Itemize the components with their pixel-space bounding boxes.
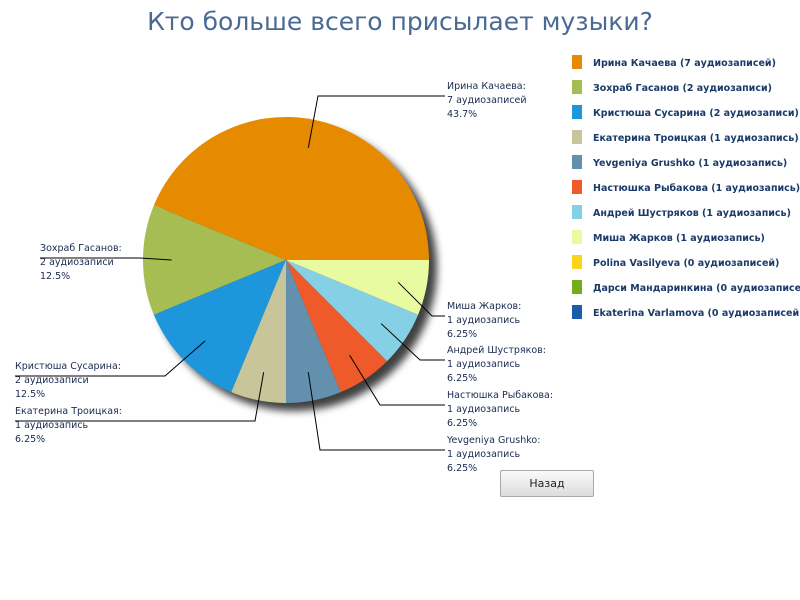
pie-slice [286,260,419,362]
pie-slice [153,260,286,393]
legend-label: Зохраб Гасанов (2 аудиозаписи) [593,83,772,94]
legend-label: Ekaterina Varlamova (0 аудиозаписей) [593,308,800,319]
legend-label: Дарси Мандаринкина (0 аудиозаписей) [593,283,800,294]
slice-label-percent: 6.25% [15,434,45,445]
back-button[interactable]: Назад [500,470,594,497]
leader-line [307,372,445,451]
leader-line [307,95,445,148]
slice-label-name: Зохраб Гасанов: [40,243,122,254]
legend-swatch [572,55,582,69]
legend-swatch [572,230,582,244]
pie-slice [153,116,429,261]
legend-label: Кристюша Сусарина (2 аудиозаписи) [593,108,799,119]
pie-slice [231,260,286,403]
pie-slice [286,260,388,393]
legend-label: Андрей Шустряков (1 аудиозапись) [593,208,791,219]
legend-swatch [572,305,582,319]
pie-slice [286,260,429,315]
slice-label-count: 2 аудиозаписи [40,257,114,268]
slice-label-name: Настюшка Рыбакова: [447,390,553,401]
slice-label-name: Екатерина Троицкая: [15,406,122,417]
chart-title: Кто больше всего присылает музыки? [147,7,653,36]
legend-swatch [572,205,582,219]
slice-label-count: 7 аудиозаписей [447,95,527,106]
legend-swatch [572,105,582,119]
leader-line [349,354,445,406]
legend-swatch [572,80,582,94]
slice-label-percent: 6.25% [447,329,477,340]
leader-line [40,257,172,261]
slice-label-count: 2 аудиозаписи [15,375,89,386]
slice-label-count: 1 аудиозапись [447,359,521,370]
leader-line [397,281,445,317]
slice-label-count: 1 аудиозапись [447,315,521,326]
slice-label-percent: 6.25% [447,373,477,384]
legend-swatch [572,155,582,169]
slice-label-count: 1 аудиозапись [15,420,89,431]
leader-line [15,372,265,422]
slice-label-name: Андрей Шустряков: [447,345,546,356]
legend-label: Ирина Качаева (7 аудиозаписей) [593,58,776,69]
slice-label-percent: 12.5% [40,271,70,282]
slice-label-name: Миша Жарков: [447,301,521,312]
legend-swatch [572,255,582,269]
pie-slice [143,205,286,315]
legend-swatch [572,280,582,294]
leader-line [380,323,445,361]
leader-line [15,340,206,377]
slice-label-percent: 43.7% [447,109,477,120]
legend-swatch [572,130,582,144]
legend-label: Настюшка Рыбакова (1 аудиозапись) [593,183,800,194]
legend-label: Екатерина Троицкая (1 аудиозапись) [593,133,799,144]
legend-label: Миша Жарков (1 аудиозапись) [593,233,765,244]
legend-label: Yevgeniya Grushko (1 аудиозапись) [592,158,787,169]
slice-label-name: Ирина Качаева: [447,81,526,92]
slice-label-count: 1 аудиозапись [447,404,521,415]
legend-label: Polina Vasilyeva (0 аудиозаписей) [593,258,779,269]
slice-label-percent: 6.25% [447,463,477,474]
slice-label-count: 1 аудиозапись [447,449,521,460]
pie-slice [286,260,341,403]
slice-label-percent: 12.5% [15,389,45,400]
slice-label-name: Кристюша Сусарина: [15,361,121,372]
slice-label-percent: 6.25% [447,418,477,429]
legend-swatch [572,180,582,194]
slice-label-name: Yevgeniya Grushko: [446,435,540,446]
